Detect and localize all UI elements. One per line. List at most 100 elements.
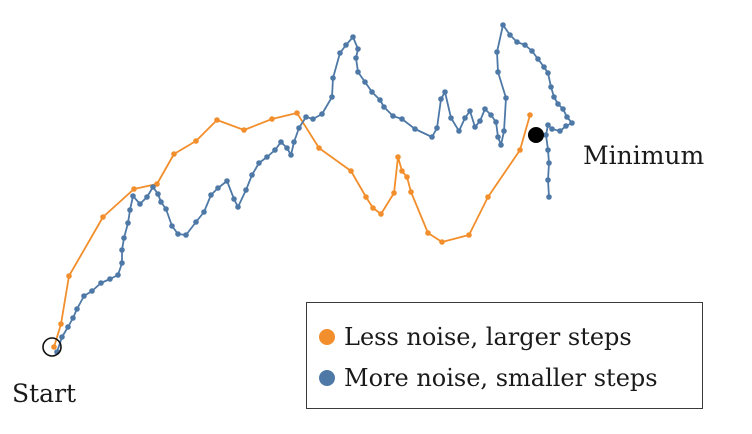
more-noise-path-point (482, 106, 488, 112)
less-noise-path-point (66, 273, 72, 279)
more-noise-path-point (448, 115, 454, 121)
markers-layer (42, 127, 544, 357)
more-noise-path-point (551, 94, 557, 100)
more-noise-path-point (163, 206, 169, 212)
less-noise-path-point (171, 151, 177, 157)
more-noise-path-point (557, 128, 563, 134)
more-noise-path-point (65, 324, 71, 330)
more-noise-path-point (137, 201, 143, 207)
less-noise-path-point (378, 211, 384, 217)
more-noise-path-point (529, 48, 535, 54)
more-noise-path-point (231, 196, 237, 202)
more-noise-path-point (467, 108, 473, 114)
more-noise-path-point (319, 111, 325, 117)
more-noise-path-point (121, 235, 127, 241)
legend-label: More noise, smaller steps (344, 364, 658, 392)
more-noise-path-point (215, 185, 221, 191)
less-noise-path-point (154, 181, 160, 187)
more-noise-path-point (545, 147, 551, 153)
more-noise-path-point (243, 187, 249, 193)
more-noise-path-point (462, 115, 468, 121)
more-noise-path-point (169, 223, 175, 229)
more-noise-path-point (329, 94, 335, 100)
more-noise-path-point (89, 288, 95, 294)
less-noise-path-point (404, 174, 410, 180)
more-noise-path-point (503, 95, 509, 101)
more-noise-path-point (70, 315, 76, 321)
more-noise-path-point (548, 84, 554, 90)
less-noise-path-point (58, 321, 64, 327)
more-noise-path-point (193, 219, 199, 225)
more-noise-path-point (500, 22, 506, 28)
legend-swatch-blue (319, 370, 335, 386)
more-noise-path-point (429, 134, 435, 140)
more-noise-path-point (541, 64, 547, 70)
more-noise-path-point (150, 184, 156, 190)
more-noise-path-point (355, 69, 361, 75)
less-noise-path (51, 110, 533, 350)
more-noise-path-point (224, 178, 230, 184)
more-noise-path-point (183, 232, 189, 238)
more-noise-path-point (59, 334, 65, 340)
more-noise-path-point (545, 122, 551, 128)
more-noise-path-point (278, 139, 284, 145)
more-noise-path-point (119, 260, 125, 266)
less-noise-path-point (527, 112, 533, 118)
more-noise-path-point (543, 132, 549, 138)
more-noise-path-point (560, 106, 566, 112)
less-noise-path-point (348, 168, 354, 174)
more-noise-path-point (337, 50, 343, 56)
more-noise-path-point (81, 293, 87, 299)
more-noise-path (54, 22, 575, 355)
less-noise-path-point (485, 194, 491, 200)
more-noise-path-point (288, 152, 294, 158)
minimum-label: Minimum (583, 141, 705, 170)
more-noise-path-point (369, 89, 375, 95)
more-noise-path-point (256, 160, 262, 166)
more-noise-path-point (377, 97, 383, 103)
less-noise-path-point (214, 117, 220, 123)
more-noise-path-point (127, 207, 133, 213)
more-noise-path-point (264, 154, 270, 160)
less-noise-path-point (408, 189, 414, 195)
more-noise-path-point (144, 194, 150, 200)
more-noise-path-point (208, 192, 214, 198)
start-label: Start (12, 379, 77, 408)
more-noise-path-point (546, 194, 552, 200)
minimum-marker (528, 127, 544, 143)
more-noise-path-point (74, 306, 80, 312)
less-noise-path-point (517, 147, 523, 153)
less-noise-path-point (269, 116, 275, 122)
more-noise-path-point (155, 191, 161, 197)
more-noise-path-point (125, 220, 131, 226)
more-noise-path-point (546, 160, 552, 166)
more-noise-path-point (456, 128, 462, 134)
more-noise-path-point (390, 113, 396, 119)
more-noise-path-point (563, 123, 569, 129)
less-noise-path-point (439, 239, 445, 245)
more-noise-path-point (355, 46, 361, 52)
more-noise-path-point (535, 56, 541, 62)
more-noise-path-point (98, 280, 104, 286)
less-noise-path-point (193, 138, 199, 144)
less-noise-path-point (425, 230, 431, 236)
more-noise-path-point (130, 193, 136, 199)
more-noise-path-point (310, 116, 316, 122)
more-noise-path-point (494, 49, 500, 55)
more-noise-path-point (434, 125, 440, 131)
legend: Less noise, larger steps More noise, sma… (306, 302, 703, 409)
less-noise-path-point (391, 190, 397, 196)
less-noise-path-point (466, 232, 472, 238)
paths-layer (51, 22, 575, 355)
more-noise-path-point (495, 134, 501, 140)
more-noise-path-point (235, 204, 241, 210)
more-noise-path-point (488, 112, 494, 118)
less-noise-path-point (100, 214, 106, 220)
more-noise-path-point (399, 116, 405, 122)
less-noise-path-point (51, 344, 57, 350)
less-noise-path-point (131, 186, 137, 192)
legend-label: Less noise, larger steps (344, 323, 632, 351)
more-noise-path-point (493, 119, 499, 125)
